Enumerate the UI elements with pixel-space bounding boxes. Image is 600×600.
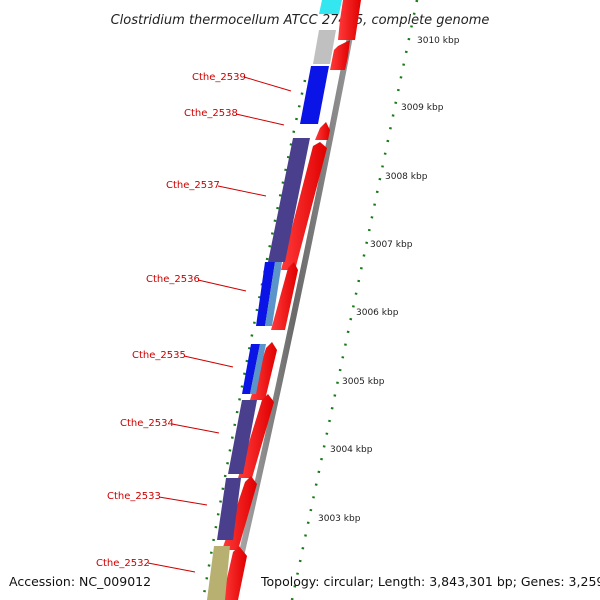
gene-leader-line: [235, 113, 285, 126]
gene-label: Cthe_2535: [132, 350, 186, 361]
reverse-cds: [256, 262, 275, 326]
reverse-cds: [268, 138, 310, 262]
scale-tick-label: 3003 kbp: [318, 514, 361, 524]
map-title: Clostridium thermocellum ATCC 27405, com…: [111, 13, 490, 28]
scale-tick-label: 3004 kbp: [330, 445, 373, 455]
reverse-cds: [319, 0, 342, 14]
forward-cds: [315, 122, 330, 140]
reverse-cds: [207, 546, 230, 600]
gene-leader-line: [171, 423, 220, 434]
gene-leader-line: [147, 562, 196, 573]
reverse-strand: [207, 0, 342, 600]
gene-leader-line: [217, 185, 267, 197]
gene-label: Cthe_2538: [184, 108, 238, 119]
gene-leader-line: [197, 279, 247, 292]
forward-cds: [338, 0, 361, 40]
reverse-cds: [228, 400, 257, 474]
forward-cds: [330, 40, 350, 70]
gene-leader-line: [158, 496, 208, 506]
scale-tick-label: 3010 kbp: [417, 36, 460, 46]
rrna: [250, 344, 266, 394]
forward-cds: [271, 262, 298, 330]
forward-cds: [222, 546, 247, 600]
forward-strand: [222, 0, 361, 600]
gene-label: Cthe_2536: [146, 274, 200, 285]
scale-tick-label: 3007 kbp: [370, 240, 413, 250]
reverse-cds: [217, 478, 241, 540]
genome-backbone: [228, 0, 360, 600]
gene-label: Cthe_2537: [166, 180, 220, 191]
scale-tick-label: 3005 kbp: [342, 377, 385, 387]
reverse-cds: [313, 30, 336, 64]
scale-labels: 3010 kbp 3009 kbp 3008 kbp 3007 kbp 3006…: [318, 36, 460, 524]
gene-label: Cthe_2532: [96, 558, 150, 569]
topology-text: Topology: circular; Length: 3,843,301 bp…: [260, 574, 600, 589]
reverse-cds: [300, 66, 329, 124]
forward-cds: [281, 142, 327, 270]
scale-tick-label: 3008 kbp: [385, 172, 428, 182]
inner-tick-ring: [201, 79, 307, 600]
gene-label: Cthe_2534: [120, 418, 174, 429]
gene-leader-line: [183, 355, 234, 368]
reverse-cds: [242, 344, 260, 394]
scale-tick-label: 3006 kbp: [356, 308, 399, 318]
gene-label: Cthe_2539: [192, 72, 246, 83]
gene-labels: Cthe_2539 Cthe_2538 Cthe_2537 Cthe_2536 …: [96, 72, 292, 573]
gene-label: Cthe_2533: [107, 491, 161, 502]
gene-leader-line: [243, 76, 292, 92]
scale-tick-label: 3009 kbp: [401, 103, 444, 113]
accession-text: Accession: NC_009012: [9, 574, 151, 589]
forward-cds: [238, 394, 274, 478]
rrna: [265, 262, 282, 326]
